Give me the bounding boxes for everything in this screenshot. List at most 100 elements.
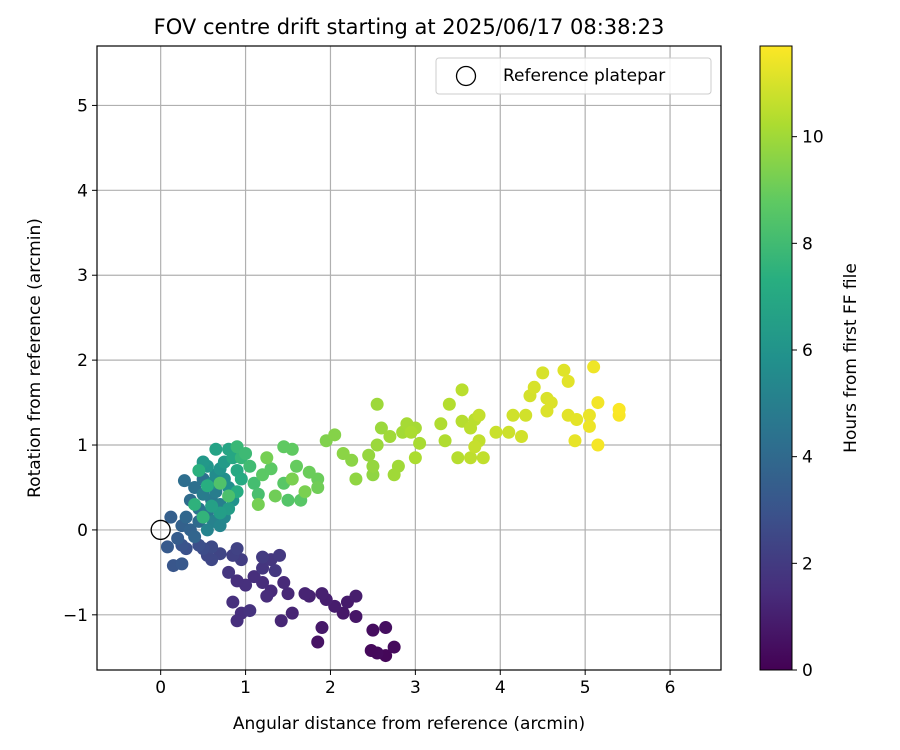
data-point	[200, 523, 214, 537]
data-point	[438, 434, 452, 448]
data-point	[413, 436, 427, 450]
x-tick-label: 2	[325, 678, 336, 698]
data-point	[434, 417, 448, 431]
data-point	[239, 447, 253, 461]
data-point	[328, 428, 342, 442]
y-tick-label: 0	[77, 521, 88, 541]
data-point	[311, 635, 325, 649]
colorbar-ticks: 0 2 4 6 8 10	[792, 128, 824, 681]
data-point	[536, 366, 550, 380]
data-point	[442, 397, 456, 411]
data-point	[264, 462, 278, 476]
data-point	[290, 459, 304, 473]
data-point	[561, 374, 575, 388]
data-point	[298, 587, 312, 601]
data-point	[222, 489, 236, 503]
data-point	[362, 448, 376, 462]
data-point	[366, 459, 380, 473]
colorbar-tick-label: 10	[802, 128, 824, 148]
legend-box	[435, 57, 712, 95]
data-point	[464, 451, 478, 465]
data-point	[274, 614, 288, 628]
data-point	[277, 440, 291, 454]
data-point	[349, 472, 363, 486]
legend-reference-marker	[455, 65, 477, 87]
data-point	[345, 453, 359, 467]
data-point	[476, 451, 490, 465]
data-point	[179, 510, 193, 524]
data-point	[209, 442, 223, 456]
colorbar	[759, 45, 793, 671]
y-tick-label: 5	[77, 96, 88, 116]
data-point	[374, 421, 388, 435]
y-tick-label: −1	[63, 606, 88, 626]
data-point	[247, 476, 261, 490]
colorbar-label: Hours from first FF file	[841, 263, 861, 453]
data-point	[230, 574, 244, 588]
reference-marker-group	[150, 519, 171, 541]
data-point	[281, 587, 295, 601]
data-point	[285, 606, 299, 620]
data-point	[196, 510, 210, 524]
data-point	[188, 497, 202, 511]
y-tick-label: 2	[77, 351, 88, 371]
y-tick-label: 3	[77, 266, 88, 286]
colorbar-tick-label: 2	[802, 554, 813, 574]
data-point	[234, 472, 248, 486]
data-point	[273, 548, 287, 562]
data-point	[472, 408, 486, 422]
colorbar-tick-label: 6	[802, 341, 813, 361]
data-point	[506, 408, 520, 422]
data-point	[591, 396, 605, 410]
data-point	[582, 419, 596, 433]
data-point	[315, 587, 329, 601]
chart-title: FOV centre drift starting at 2025/06/17 …	[154, 15, 665, 39]
data-point	[175, 557, 189, 571]
data-points	[160, 360, 626, 663]
data-point	[160, 540, 174, 554]
x-axis-ticks: 0 1 2 3 4 5 6	[155, 670, 675, 698]
data-point	[256, 550, 270, 564]
data-point	[205, 499, 219, 513]
data-point	[251, 487, 265, 501]
x-tick-label: 5	[580, 678, 591, 698]
data-point	[527, 380, 541, 394]
data-point	[557, 363, 571, 377]
data-point	[192, 463, 206, 477]
x-tick-label: 6	[665, 678, 676, 698]
data-point	[268, 564, 282, 578]
x-tick-label: 3	[410, 678, 421, 698]
y-tick-label: 4	[77, 181, 88, 201]
x-tick-label: 1	[240, 678, 251, 698]
data-point	[349, 610, 363, 624]
data-point	[514, 430, 528, 444]
data-point	[188, 530, 202, 544]
data-point	[502, 425, 516, 439]
data-point	[383, 430, 397, 444]
legend-entry-reference: Reference platepar	[503, 66, 665, 86]
data-point	[568, 434, 582, 448]
data-point	[243, 459, 257, 473]
colorbar-tick-label: 4	[802, 448, 813, 468]
y-tick-label: 1	[77, 436, 88, 456]
data-point	[468, 440, 482, 454]
y-axis-label: Rotation from reference (arcmin)	[25, 218, 45, 498]
data-point	[570, 413, 584, 427]
data-point	[612, 402, 626, 416]
data-point	[451, 451, 465, 465]
data-point	[230, 614, 244, 628]
data-point	[364, 643, 378, 657]
data-point	[260, 451, 274, 465]
colorbar-tick-label: 8	[802, 234, 813, 254]
colorbar-tick-label: 0	[802, 661, 813, 681]
legend: Reference platepar	[435, 57, 712, 95]
data-point	[379, 621, 393, 635]
data-point	[540, 404, 554, 418]
plot-frame	[96, 45, 722, 671]
data-point	[164, 510, 178, 524]
data-point	[408, 451, 422, 465]
data-point	[349, 589, 363, 603]
x-tick-label: 0	[155, 678, 166, 698]
data-point	[222, 565, 236, 579]
